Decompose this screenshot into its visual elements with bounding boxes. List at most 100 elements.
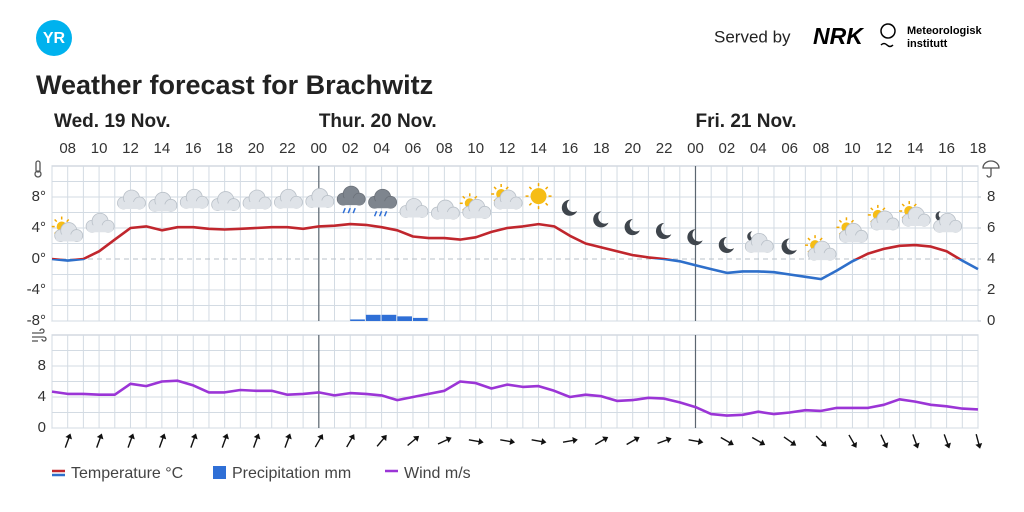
arrow-head [96, 433, 104, 440]
y-tick-label: -4° [27, 281, 46, 298]
cloud-base [934, 225, 961, 233]
legend-swatch [213, 466, 226, 479]
sun [530, 188, 547, 205]
x-tick-label: 22 [656, 140, 673, 157]
sun-ray [528, 186, 533, 190]
arrow-head [697, 438, 704, 445]
met-logo-wave [880, 42, 894, 48]
series-line [51, 222, 979, 281]
wind-arrow [848, 434, 857, 448]
wind-arrow [626, 436, 640, 446]
sun-ray [819, 237, 823, 241]
cloud-base [306, 200, 333, 208]
weather-icon [687, 229, 703, 246]
met-logo-icon [880, 23, 896, 39]
x-tick-label: 18 [593, 140, 610, 157]
sun-ray [505, 186, 509, 190]
weather-icon [593, 211, 609, 228]
wind-arrow [500, 438, 516, 445]
x-tick-label: 20 [624, 140, 641, 157]
wind-arrow [751, 436, 766, 446]
y-tick-label: 8° [32, 188, 46, 205]
moon [747, 231, 757, 242]
wind-arrow [688, 438, 704, 445]
cloud-base [432, 212, 459, 220]
x-tick-label: 12 [122, 140, 139, 157]
x-tick-label: 14 [154, 140, 171, 157]
rain-drop [352, 207, 356, 214]
x-tick-label: 12 [499, 140, 516, 157]
x-tick-label: 16 [938, 140, 955, 157]
arrow-head [380, 434, 387, 441]
x-tick-label: 18 [216, 140, 233, 157]
cloud-base [118, 202, 145, 209]
arrow-head [159, 433, 167, 440]
arrow-head [317, 434, 324, 441]
x-tick-label: 16 [185, 140, 202, 157]
arrow-head [759, 439, 766, 446]
thermometer-icon [34, 160, 42, 178]
x-tick-label: 18 [970, 140, 987, 157]
yr-logo-bg [36, 20, 72, 56]
series-line [51, 379, 979, 417]
sun-ray [901, 203, 905, 207]
yr-logo: YR [43, 30, 66, 47]
x-tick-label: 06 [781, 140, 798, 157]
wind-arrow [720, 436, 734, 446]
precip-bar [397, 316, 412, 321]
wind-arrow [594, 436, 609, 446]
x-tick-label: 04 [750, 140, 767, 157]
sun-ray [807, 237, 811, 241]
nrk-logo: NRK [813, 23, 864, 49]
arrow-head [509, 438, 516, 445]
y-tick-label: 4 [38, 388, 46, 405]
weather-icon [744, 231, 774, 253]
cloud-base [55, 234, 82, 242]
sun-ray [474, 195, 478, 199]
rain-drop [373, 210, 378, 217]
x-tick-label: 08 [59, 140, 76, 157]
moon [655, 222, 672, 239]
sun-ray [545, 202, 549, 206]
moon [781, 238, 797, 255]
legend-label: Precipitation mm [232, 465, 351, 482]
wind-arrow [657, 436, 672, 445]
legend-label: Temperature °C [71, 465, 183, 482]
rain-drop [347, 207, 351, 214]
weather-icon [933, 211, 963, 233]
weather-icon [781, 238, 797, 255]
weather-icon [305, 188, 335, 208]
wind-arrow [252, 433, 261, 448]
arrow-head [975, 442, 983, 449]
arrow-head [540, 438, 547, 445]
wind-arrow [783, 436, 797, 446]
x-tick-label: 12 [875, 140, 892, 157]
wind-arrow [221, 433, 229, 448]
weather-icon [368, 188, 397, 217]
moon [718, 236, 735, 253]
umbrella-icon [982, 160, 1000, 178]
y2-tick-label: 6 [987, 219, 995, 236]
arrow-head [478, 438, 484, 445]
y-tick-label: 8 [38, 357, 46, 374]
cloud-base [746, 245, 773, 253]
cloud-base [181, 201, 208, 209]
met-logo-line: Meteorologisk [907, 25, 982, 37]
wind-arrow [943, 434, 951, 449]
wind-arrow [314, 434, 324, 448]
cloud-base [840, 235, 867, 243]
weather-icon [430, 199, 460, 220]
rain-drop [342, 207, 346, 214]
cloud-base [495, 202, 522, 209]
x-tick-label: 10 [91, 140, 108, 157]
y2-tick-label: 4 [987, 250, 995, 267]
legend-label: Wind m/s [404, 465, 471, 482]
x-tick-label: 20 [248, 140, 265, 157]
weather-icon [179, 188, 209, 209]
rain-drop [378, 210, 383, 217]
weather-icon [242, 189, 272, 210]
y-tick-label: -8° [27, 312, 46, 329]
sun-ray [870, 207, 874, 211]
wind-arrow [912, 434, 920, 449]
